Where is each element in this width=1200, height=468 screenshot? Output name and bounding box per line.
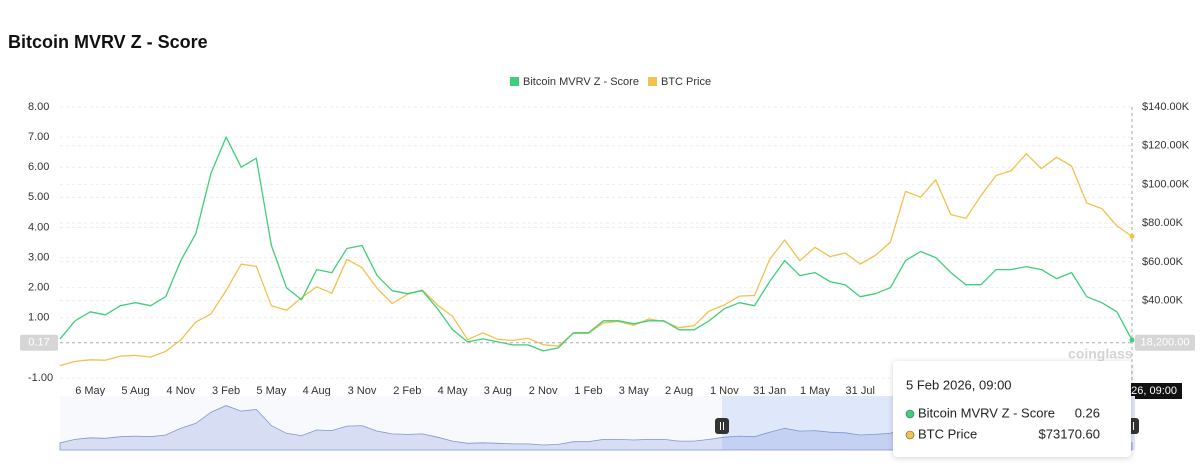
y-tick-label: 4.00 — [28, 221, 49, 233]
x-tick-label: 1 Feb — [574, 385, 602, 397]
x-tick-label: 1 Nov — [710, 385, 739, 397]
end-point — [1129, 337, 1135, 343]
y-tick-label: 7.00 — [28, 131, 49, 143]
y-tick-label: 3.00 — [28, 251, 49, 263]
x-tick-label: 31 Jan — [753, 385, 786, 397]
x-tick-label: 5 May — [256, 385, 286, 397]
chart-title: Bitcoin MVRV Z - Score — [8, 32, 208, 52]
y-tick-label: 8.00 — [28, 101, 49, 113]
x-tick-label: 2 Aug — [665, 385, 693, 397]
y-tick-label: 2.00 — [28, 282, 49, 294]
crosshair-y-badge — [20, 334, 58, 351]
y2-tick-label: $80.00K — [1142, 217, 1184, 229]
y2-tick-label: $60.00K — [1142, 256, 1184, 268]
tooltip-value: $73170.60 — [1039, 426, 1100, 441]
y2-tick-label: $120.00K — [1142, 140, 1190, 152]
tooltip-dot — [905, 409, 915, 419]
watermark: coinglass — [1068, 346, 1133, 362]
tooltip — [893, 361, 1131, 457]
y2-tick-label: $100.00K — [1142, 178, 1190, 190]
navigator-handle — [715, 418, 729, 434]
tooltip-title: 5 Feb 2026, 09:00 — [906, 377, 1012, 392]
crosshair-y2-badge — [1135, 334, 1195, 351]
x-tick-label: 31 Jul — [846, 385, 875, 397]
x-tick-label: 5 Aug — [121, 385, 149, 397]
legend-label: BTC Price — [661, 76, 711, 88]
x-tick-label: 3 Aug — [484, 385, 512, 397]
tooltip-name: BTC Price — [918, 426, 977, 441]
x-tick-label: 3 Nov — [348, 385, 377, 397]
y2-tick-label: $140.00K — [1142, 101, 1190, 113]
y-tick-label: 5.00 — [28, 191, 49, 203]
series-line — [59, 136, 1133, 352]
legend-label: Bitcoin MVRV Z - Score — [523, 76, 639, 88]
x-tick-label: 1 May — [800, 385, 830, 397]
tooltip-name: Bitcoin MVRV Z - Score — [918, 405, 1055, 420]
crosshair-y-label: 0.17 — [28, 337, 49, 349]
tooltip-value: 0.26 — [1075, 405, 1100, 420]
x-tick-label: 2 Nov — [529, 385, 558, 397]
legend-swatch — [510, 77, 519, 86]
x-tick-label: 4 Aug — [303, 385, 331, 397]
plot — [59, 136, 1133, 367]
y-tick-label: -1.00 — [28, 372, 53, 384]
end-point — [1129, 233, 1135, 239]
overlay: 0.17 18,200.00 coinglass 5 Feb 2026, 09:00 5… — [20, 107, 1195, 457]
y2-tick-label: $40.00K — [1142, 294, 1184, 306]
tooltip-dot — [905, 430, 915, 440]
legend-swatch — [648, 77, 657, 86]
x-tick-label: 2 Feb — [393, 385, 421, 397]
x-tick-label: 4 Nov — [166, 385, 195, 397]
x-tick-label: 3 Feb — [212, 385, 240, 397]
x-tick-label: 4 May — [438, 385, 468, 397]
x-tick-label: 3 May — [619, 385, 649, 397]
x-tick-label: 6 May — [75, 385, 105, 397]
y-tick-label: 6.00 — [28, 161, 49, 173]
y-tick-label: 1.00 — [28, 312, 49, 324]
crosshair-y2-label: 18,200.00 — [1141, 337, 1190, 349]
grid: -1.00 1.00 2.00 3.00 4.00 5.00 6.00 7.00 8.00 $40… — [28, 76, 1190, 397]
series-line — [59, 153, 1133, 367]
